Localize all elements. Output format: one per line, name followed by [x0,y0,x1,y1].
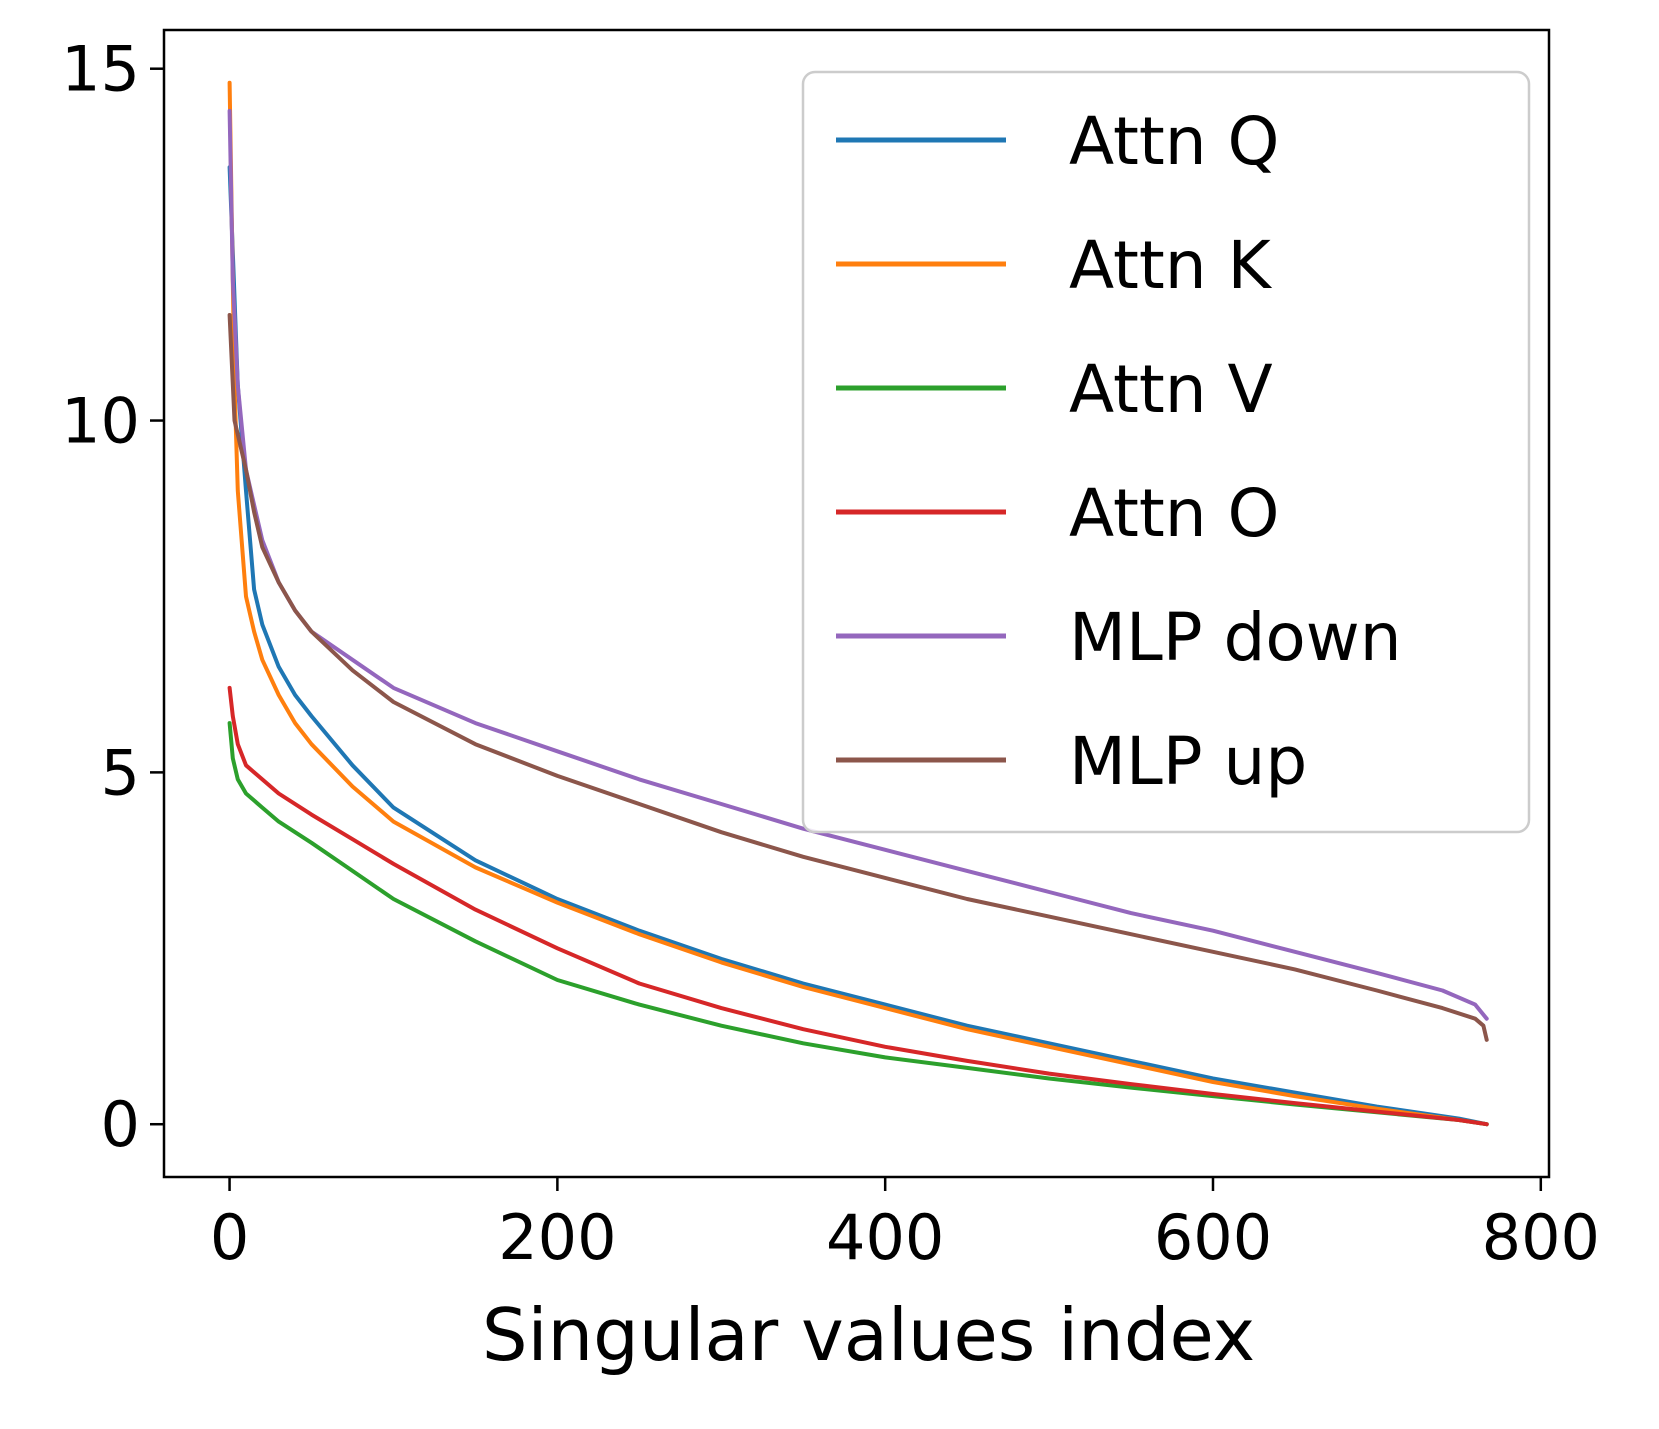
x-tick-label: 800 [1482,1201,1600,1274]
legend-label: Attn V [1069,351,1273,428]
plot-frame [162,28,1551,1179]
series-line-attn-k [227,80,1489,1127]
x-tick-label: 400 [826,1201,944,1274]
x-axis-label: Singular values index [482,1293,1255,1377]
legend-label: MLP down [1069,599,1402,676]
legend-label: Attn K [1069,227,1273,304]
x-axis: 0 200 400 600 800 [210,1177,1600,1274]
series-line-attn-o [227,685,1489,1127]
legend-box [801,70,1531,834]
legend-label: MLP up [1069,723,1307,800]
x-tick-label: 0 [210,1201,249,1274]
y-axis: 0 5 10 15 [61,33,164,1161]
legend-label: Attn Q [1069,103,1280,180]
y-tick-label: 10 [61,385,140,458]
legend-label: Attn O [1069,475,1280,552]
x-tick-label: 600 [1154,1201,1272,1274]
y-tick-label: 0 [101,1088,140,1161]
y-tick-label: 5 [101,736,140,809]
series-line-mlp-up [227,313,1489,1042]
series-lines [227,80,1489,1127]
series-line-attn-q [227,165,1489,1127]
y-tick-label: 15 [61,33,140,106]
legend: Attn Q Attn K Attn V Attn O MLP down MLP up [801,70,1531,834]
x-tick-label: 200 [498,1201,616,1274]
